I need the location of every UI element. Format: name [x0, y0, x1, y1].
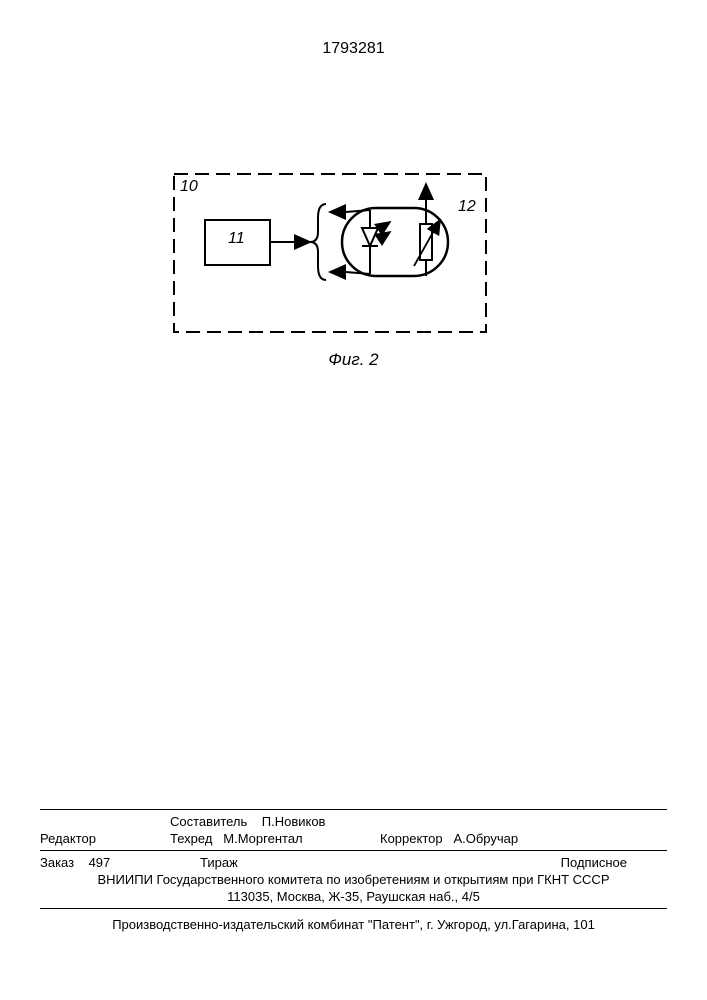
- techred-name: М.Моргентал: [223, 831, 302, 846]
- label-10: 10: [180, 178, 198, 196]
- label-12: 12: [458, 198, 476, 216]
- order-num: 497: [89, 855, 111, 870]
- techred-label: Техред: [170, 831, 212, 846]
- compiler-name: П.Новиков: [262, 814, 326, 829]
- page-number: 1793281: [0, 40, 707, 58]
- editor-label: Редактор: [40, 831, 96, 846]
- order-row: Заказ 497 Тираж Подписное: [40, 855, 667, 870]
- divider: [40, 809, 667, 810]
- credits-row-1: Составитель П.Новиков: [40, 814, 667, 829]
- institution-line-2: 113035, Москва, Ж-35, Раушская наб., 4/5: [40, 889, 667, 904]
- corrector-label: Корректор: [380, 831, 443, 846]
- label-11: 11: [228, 230, 245, 248]
- figure-caption: Фиг. 2: [0, 350, 707, 370]
- divider: [40, 908, 667, 909]
- circulation-label: Тираж: [200, 855, 238, 870]
- printer-line: Производственно-издательский комбинат "П…: [40, 917, 667, 940]
- credits-row-2: Редактор Техред М.Моргентал Корректор А.…: [40, 831, 667, 846]
- footer: Составитель П.Новиков Редактор Техред М.…: [40, 805, 667, 940]
- institution-line-1: ВНИИПИ Государственного комитета по изоб…: [40, 872, 667, 887]
- subscription-label: Подписное: [561, 855, 627, 870]
- order-label: Заказ: [40, 855, 74, 870]
- compiler-label: Составитель: [170, 814, 247, 829]
- circuit-diagram: 10 11 12: [170, 170, 490, 340]
- corrector-name: А.Обручар: [453, 831, 518, 846]
- divider: [40, 850, 667, 851]
